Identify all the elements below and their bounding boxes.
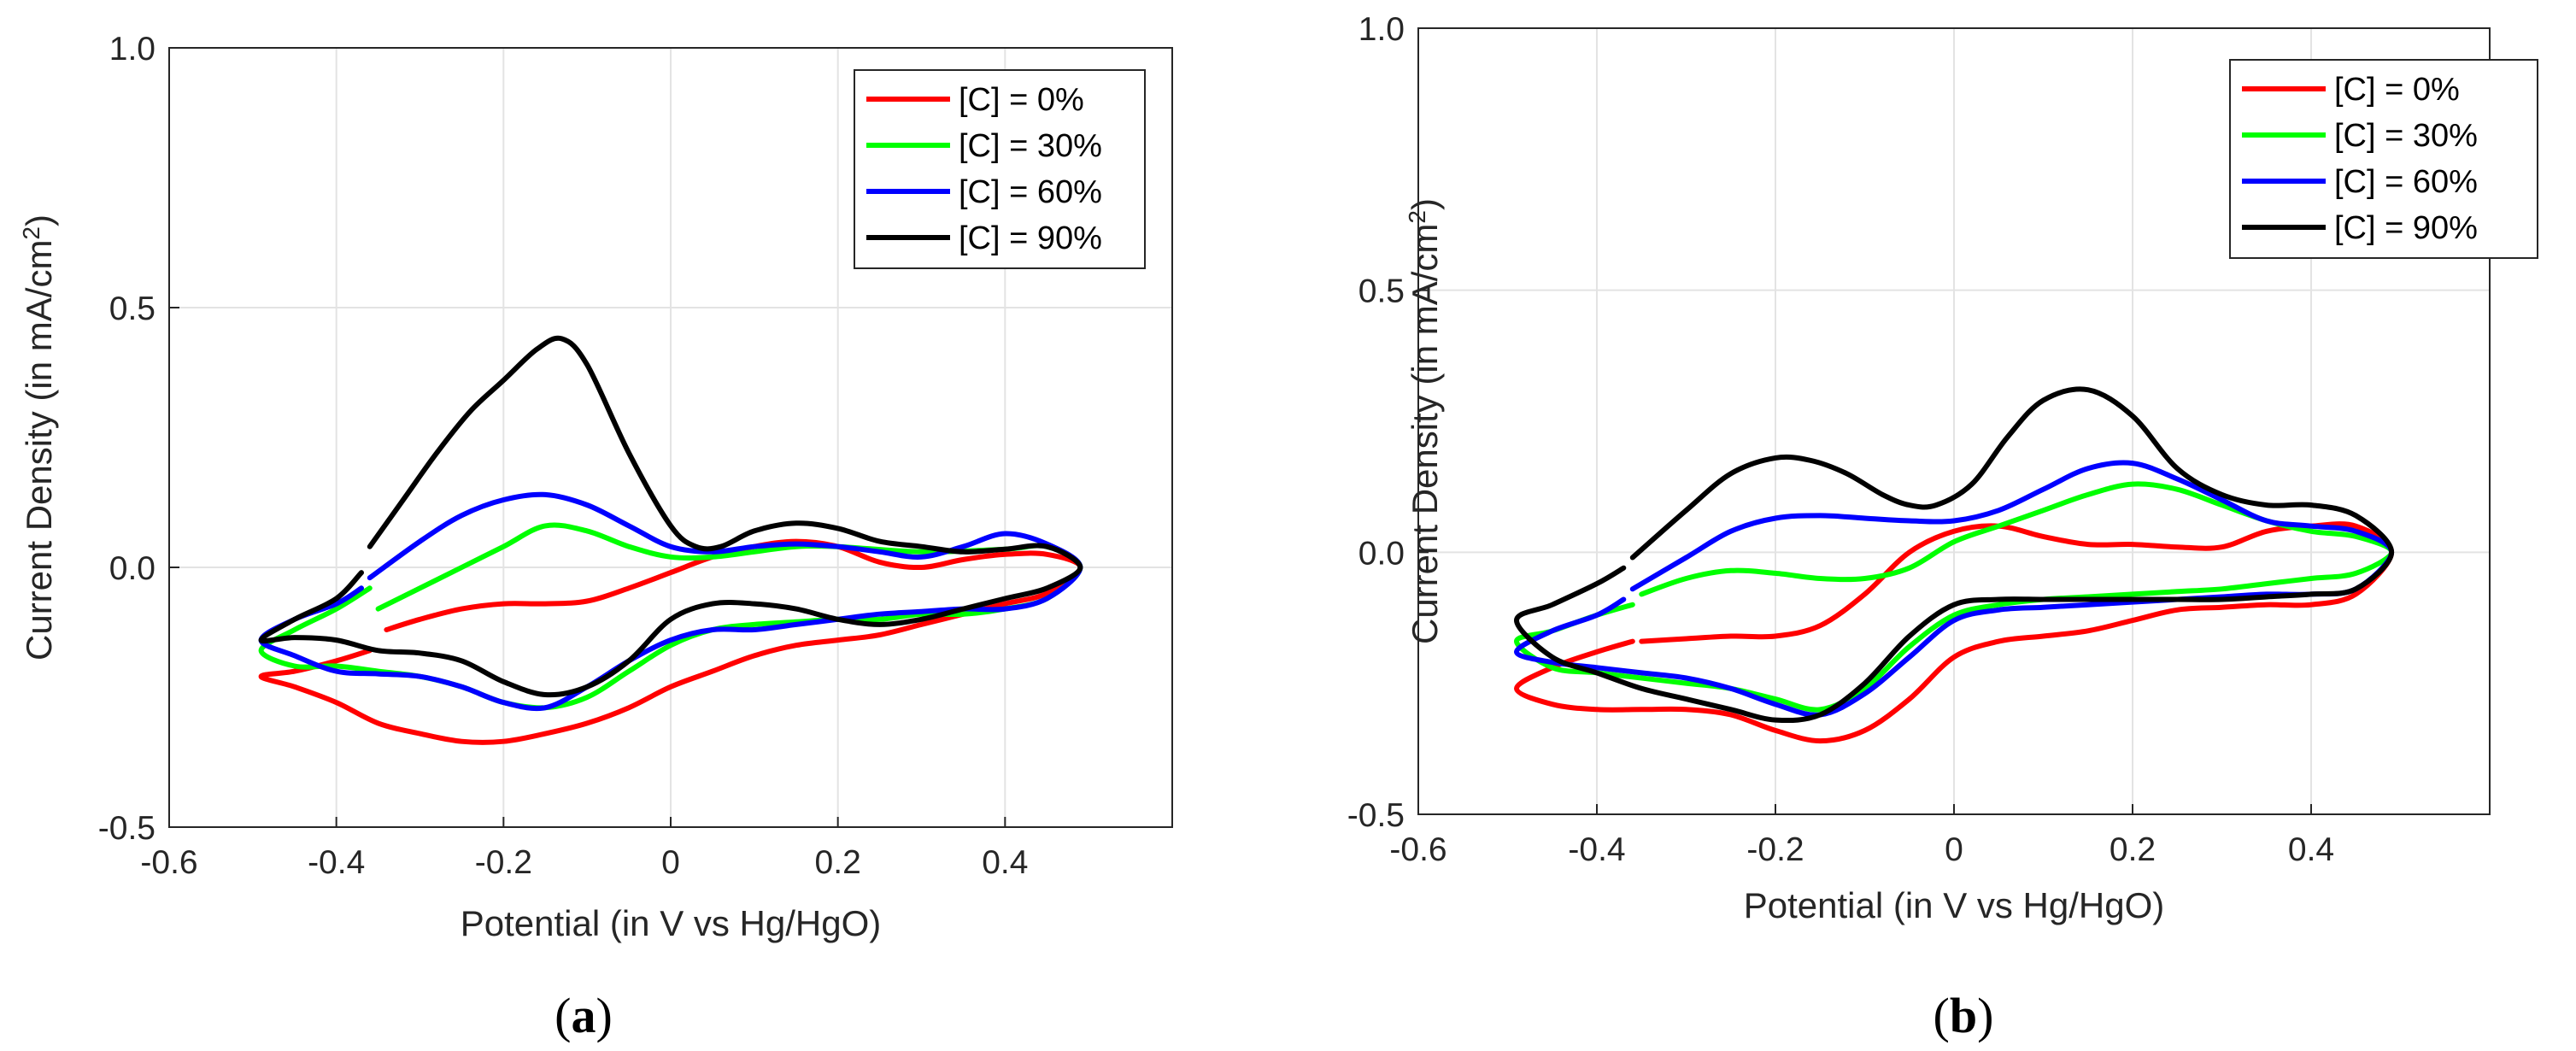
legend-label-0: [C] = 0% <box>2334 72 2460 108</box>
series-line-1 <box>1514 481 2395 713</box>
x-tick-label: -0.6 <box>140 844 197 881</box>
x-tick-label: 0.4 <box>982 844 1028 881</box>
legend: [C] = 0% [C] = 30% [C] = 60% [C] = 90% <box>2229 59 2538 259</box>
series-line-0 <box>1514 521 2395 744</box>
series-line-3 <box>1514 386 2395 724</box>
chart-panel-b: -0.6 -0.4 -0.2 0 0.2 0.4 -0.5 0.0 0.5 1.0 Potentia… <box>1347 11 2538 925</box>
legend-label-2: [C] = 60% <box>2334 164 2478 200</box>
x-tick-label: 0.4 <box>2288 831 2334 868</box>
x-tick-label: 0 <box>1945 831 1963 868</box>
y-tick-label: 0.0 <box>109 550 155 587</box>
series-line-2 <box>1514 460 2395 718</box>
x-tick-label: 0.2 <box>2110 831 2156 868</box>
y-tick-label: 0.5 <box>1358 273 1405 310</box>
y-axis-label-close: ) <box>1405 198 1445 210</box>
y-axis-label-close: ) <box>19 214 59 226</box>
legend: [C] = 0% [C] = 30% [C] = 60% [C] = 90% <box>854 69 1146 269</box>
y-tick-label: 0.0 <box>1358 535 1405 572</box>
x-tick-label: -0.6 <box>1389 831 1446 868</box>
y-axis-label-text: Current Density (in mA/cm <box>19 240 59 661</box>
series-line-3 <box>258 335 1083 698</box>
legend-label-1: [C] = 30% <box>2334 118 2478 154</box>
y-axis-label-superscript: 2 <box>18 226 44 240</box>
legend-label-3: [C] = 90% <box>2334 210 2478 246</box>
panel-label-b: (b) <box>1933 988 1994 1043</box>
x-axis-label: Potential (in V vs Hg/HgO) <box>1744 885 2165 925</box>
panel-label-a: (a) <box>555 988 613 1043</box>
x-tick-label: -0.4 <box>1568 831 1625 868</box>
x-tick-label: -0.2 <box>1746 831 1804 868</box>
y-tick-label: -0.5 <box>1347 797 1405 834</box>
x-axis-label: Potential (in V vs Hg/HgO) <box>461 903 882 943</box>
x-tick-label: -0.2 <box>475 844 532 881</box>
y-tick-label: 1.0 <box>109 31 155 68</box>
legend-label-0: [C] = 0% <box>959 82 1084 118</box>
y-axis-label: Current Density (in mA/cm2) <box>1404 198 1445 644</box>
legend-label-2: [C] = 60% <box>959 174 1102 210</box>
y-tick-label: 0.5 <box>109 291 155 327</box>
y-axis-label-superscript: 2 <box>1404 210 1430 224</box>
x-tick-label: 0.2 <box>815 844 861 881</box>
y-axis-label: Current Density (in mA/cm2) <box>18 214 59 661</box>
x-tick-label: -0.4 <box>308 844 365 881</box>
legend-label-3: [C] = 90% <box>959 220 1102 256</box>
y-tick-label: 1.0 <box>1358 11 1405 48</box>
y-axis-label-text: Current Density (in mA/cm <box>1405 224 1445 644</box>
x-tick-label: 0 <box>661 844 680 881</box>
y-tick-label: -0.5 <box>98 810 155 847</box>
legend-label-1: [C] = 30% <box>959 128 1102 164</box>
chart-panel-a: -0.6 -0.4 -0.2 0 0.2 0.4 -0.5 0.0 0.5 1.0 Potentia… <box>18 31 1173 943</box>
